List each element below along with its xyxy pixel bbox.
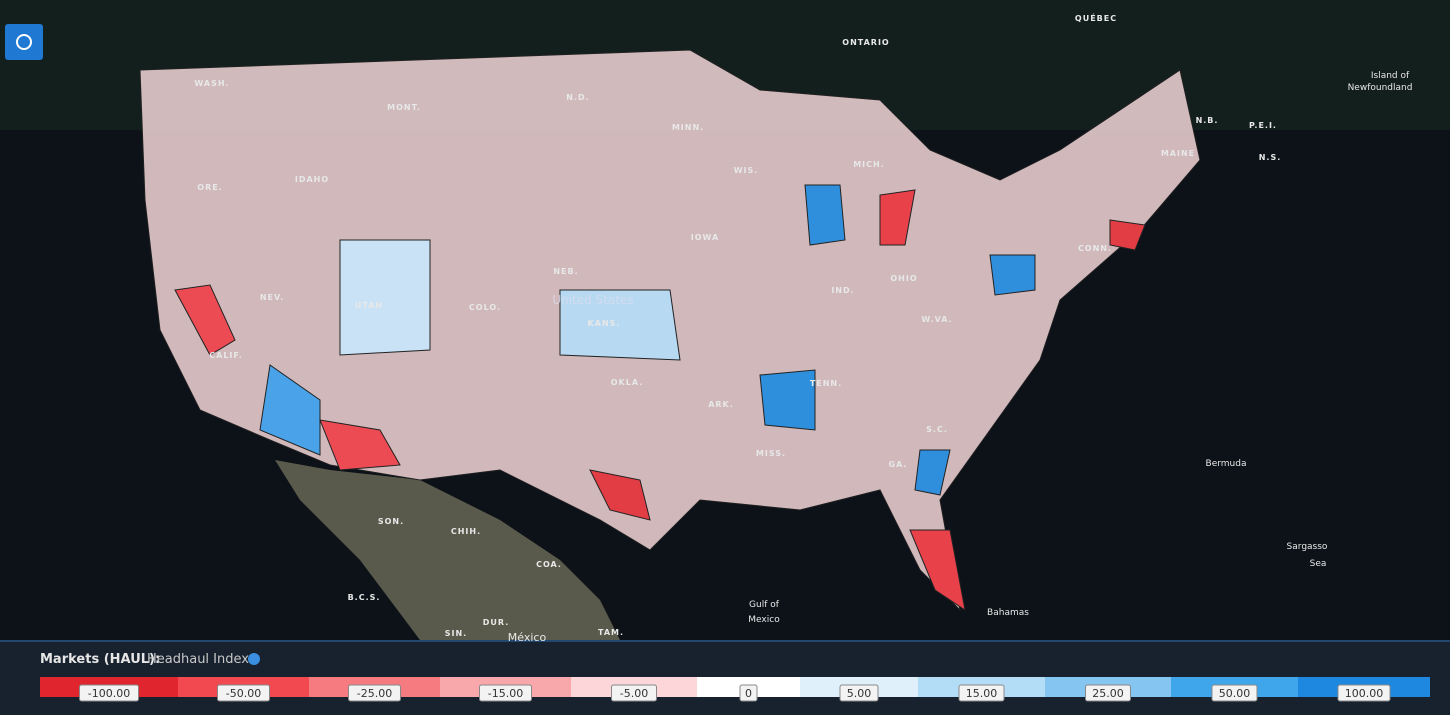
market-region [589, 469, 651, 521]
legend-label-box [1211, 684, 1258, 702]
settings-button[interactable] [5, 24, 43, 60]
legend-label: -5.00 [620, 687, 648, 700]
map-label: GA. [889, 460, 908, 469]
map-label: N.D. [566, 93, 589, 102]
map-label: MISS. [756, 449, 786, 458]
market-region [339, 239, 431, 356]
map-label: MINN. [672, 123, 704, 132]
map-label: CHIH. [451, 527, 481, 536]
legend-title: Markets (HAUL): [40, 652, 160, 667]
map-label: Mexico [748, 615, 780, 625]
legend-label: -50.00 [226, 687, 261, 700]
legend-scale: -100.00 -50.00 -25.00 -15.00 -5.00 0 5.00 15.00… [40, 677, 1430, 702]
map-label: WIS. [734, 166, 759, 175]
legend-label-box [217, 684, 270, 702]
legend-label: 5.00 [847, 687, 872, 700]
map-label: S.C. [926, 425, 948, 434]
legend-label: 50.00 [1219, 687, 1251, 700]
map-label: N.S. [1259, 153, 1282, 162]
map-label: TAM. [598, 628, 624, 637]
map-label: SON. [378, 517, 404, 526]
mexico-land [275, 460, 620, 640]
map-label: WASH. [194, 79, 229, 88]
legend-label-box [739, 684, 758, 702]
map-label: COLO. [469, 303, 501, 312]
map-label: OKLA. [611, 378, 643, 387]
legend-label: 100.00 [1345, 687, 1384, 700]
legend-label: -25.00 [357, 687, 392, 700]
map-labels: ONTARIO QUÉBEC Island of Newfoundland N.B. P.… [194, 12, 1412, 644]
market-region [989, 254, 1036, 296]
market-region [759, 369, 816, 431]
map-label: Island of [1371, 71, 1410, 81]
map-label: Newfoundland [1348, 83, 1413, 93]
map-label: IOWA [691, 233, 719, 242]
map-label: MONT. [387, 103, 421, 112]
map-label: México [508, 631, 547, 644]
map-label: KANS. [588, 319, 621, 328]
market-region [259, 364, 321, 456]
market-region [909, 529, 966, 612]
legend-label-box [839, 684, 879, 702]
map-label: W.VA. [921, 315, 952, 324]
map-label: NEB. [553, 267, 578, 276]
legend-label: -100.00 [88, 687, 130, 700]
legend-label-box [79, 684, 139, 702]
map-label: CALIF. [209, 351, 242, 360]
legend-label: 15.00 [966, 687, 998, 700]
map-label: TENN. [810, 379, 842, 388]
map-label: OHIO [890, 274, 917, 283]
legend-label-box [958, 684, 1005, 702]
legend-label-box [479, 684, 532, 702]
legend-label: 0 [745, 687, 752, 700]
legend-label-box [1085, 684, 1131, 702]
legend-label-box [611, 684, 657, 702]
map-label: UTAH [355, 301, 383, 310]
legend-subtitle: Headhaul Index [147, 652, 249, 667]
map-label: N.B. [1196, 116, 1219, 125]
legend-label: -15.00 [488, 687, 523, 700]
market-region [879, 189, 916, 246]
map-label: MAINE [1161, 149, 1195, 158]
settings-icon [16, 34, 32, 50]
map-label: United States [552, 293, 633, 307]
map-label: DUR. [483, 618, 509, 627]
legend-label: 25.00 [1092, 687, 1124, 700]
map-label: ARK. [708, 400, 734, 409]
market-region [559, 289, 681, 361]
map-label: Gulf of [749, 600, 780, 610]
map-label: Sargasso [1287, 542, 1328, 552]
map-label: IND. [831, 286, 854, 295]
map-label: Sea [1310, 559, 1327, 569]
map-label: QUÉBEC [1075, 12, 1117, 23]
map-label: MICH. [853, 160, 885, 169]
map-label: ORE. [197, 183, 222, 192]
market-region [804, 184, 846, 246]
map-label: SIN. [445, 629, 467, 638]
map-label: B.C.S. [348, 593, 381, 602]
map-label: IDAHO [295, 175, 329, 184]
map-label: ONTARIO [842, 38, 889, 47]
map-label: NEV. [260, 293, 284, 302]
legend-label-box [348, 684, 401, 702]
map-label: COA. [536, 560, 562, 569]
market-region [914, 449, 951, 496]
market-region [174, 284, 236, 356]
map-label: CONN. [1078, 244, 1112, 253]
map-label: Bahamas [987, 608, 1029, 618]
legend-label-box [1337, 684, 1391, 702]
info-icon[interactable] [248, 653, 260, 665]
market-region [319, 419, 401, 471]
map-label: P.E.I. [1249, 121, 1277, 130]
market-region [1109, 219, 1146, 251]
map-label: Bermuda [1206, 459, 1247, 469]
